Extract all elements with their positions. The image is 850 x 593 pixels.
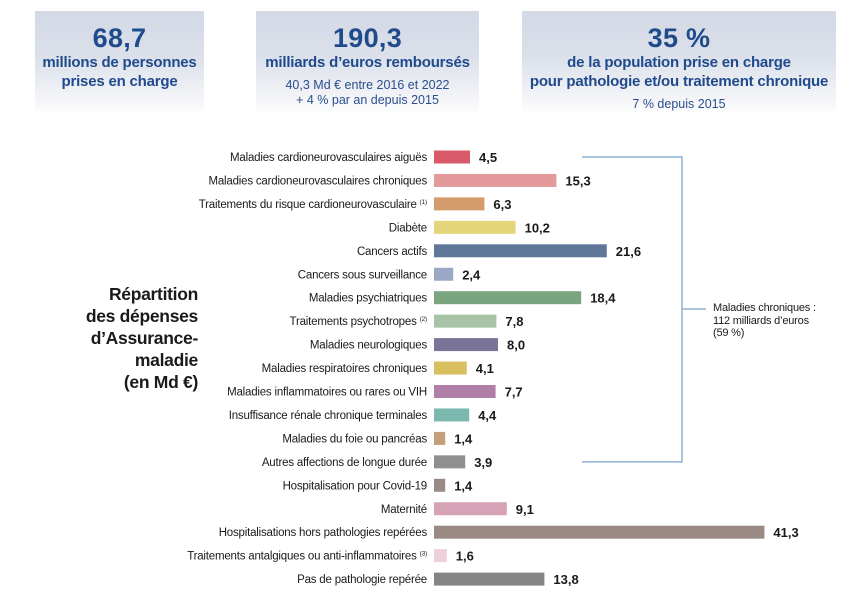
chronic-diseases-annotation: Maladies chroniques : 112 milliards d’eu… bbox=[713, 302, 843, 340]
kpi-label-line2: pour pathologie et/ou traitement chroniq… bbox=[529, 73, 829, 90]
bar-value-label: 2,4 bbox=[462, 267, 481, 282]
kpi-label-line1: millions de personnes bbox=[42, 54, 197, 71]
bar bbox=[434, 455, 466, 469]
bar-value-label: 7,8 bbox=[505, 314, 523, 329]
bar bbox=[434, 478, 446, 492]
bar-value-label: 1,4 bbox=[454, 431, 473, 446]
category-label: Maladies neurologiques bbox=[310, 340, 428, 352]
category-label: Pas de pathologie repérée bbox=[297, 574, 427, 586]
bar-value-label: 9,1 bbox=[516, 502, 534, 517]
annotation-line2: 112 milliards d’euros bbox=[713, 314, 809, 327]
chronic-diseases-bracket bbox=[582, 156, 706, 463]
bar bbox=[434, 244, 607, 258]
bar bbox=[434, 572, 545, 586]
chart-title-line4: (en Md €) bbox=[123, 372, 198, 392]
bar-value-label: 1,6 bbox=[456, 549, 474, 564]
bar-value-label: 15,3 bbox=[565, 173, 590, 188]
bar-value-label: 4,5 bbox=[479, 150, 497, 165]
bar bbox=[434, 502, 507, 516]
kpi-card-beneficiaries: 68,7 millions de personnes prises en cha… bbox=[35, 11, 204, 115]
kpi-value: 35 % bbox=[647, 23, 711, 53]
category-label: Maladies inflammatoires ou rares ou VIH bbox=[227, 387, 427, 399]
bar bbox=[434, 338, 498, 352]
chart-title-line1: Répartition bbox=[108, 284, 198, 304]
category-label: Hospitalisation pour Covid-19 bbox=[283, 480, 427, 492]
kpi-value: 68,7 bbox=[92, 23, 147, 53]
category-label: Traitements du risque cardioneurovascula… bbox=[199, 199, 427, 211]
bar bbox=[434, 361, 467, 375]
kpi-note-line1: 7 % depuis 2015 bbox=[632, 97, 726, 111]
bar bbox=[434, 385, 496, 398]
chart-title-line3: d’Assurance-maladie bbox=[90, 328, 199, 370]
bar-value-label: 4,4 bbox=[478, 408, 497, 423]
kpi-label-line1: milliards d’euros remboursés bbox=[265, 54, 470, 71]
bar bbox=[434, 267, 454, 281]
bar-value-label: 3,9 bbox=[474, 455, 492, 470]
annotation-line3: (59 %) bbox=[713, 327, 745, 339]
bar bbox=[434, 291, 582, 305]
chart-title: Répartition des dépenses d’Assurance-mal… bbox=[40, 283, 198, 393]
bar bbox=[434, 314, 497, 328]
kpi-card-chronic-population: 35 % de la population prise en charge po… bbox=[522, 11, 836, 115]
kpi-label-line1: de la population prise en charge bbox=[567, 54, 791, 71]
kpi-value: 190,3 bbox=[332, 23, 403, 53]
bar bbox=[434, 173, 557, 187]
category-label: Maladies respiratoires chroniques bbox=[262, 363, 428, 375]
kpi-label-line2: prises en charge bbox=[61, 73, 178, 90]
bar-value-label: 6,3 bbox=[493, 197, 511, 212]
bar-value-label: 4,1 bbox=[476, 361, 494, 376]
category-label: Maladies cardioneurovasculaires aiguës bbox=[230, 152, 427, 164]
category-label: Maladies cardioneurovasculaires chroniqu… bbox=[208, 175, 427, 187]
category-label: Traitements antalgiques ou anti-inflamma… bbox=[187, 551, 427, 563]
category-label: Diabète bbox=[389, 222, 427, 234]
annotation-line1: Maladies chroniques : bbox=[713, 302, 816, 314]
kpi-card-reimbursements: 190,3 milliards d’euros remboursés 40,3 … bbox=[256, 11, 479, 115]
bar-value-label: 10,2 bbox=[525, 220, 550, 235]
kpi-note-line2: + 4 % par an depuis 2015 bbox=[296, 93, 439, 107]
category-label: Autres affections de longue durée bbox=[262, 457, 427, 469]
bar bbox=[434, 150, 470, 164]
kpi-note-line1: 40,3 Md € entre 2016 et 2022 bbox=[285, 78, 450, 92]
bar bbox=[434, 549, 447, 563]
bar bbox=[434, 197, 485, 211]
category-label: Maternité bbox=[381, 504, 427, 516]
chart-title-line2: des dépenses bbox=[85, 306, 198, 326]
category-label: Maladies psychiatriques bbox=[309, 293, 428, 305]
bar-value-label: 1,4 bbox=[454, 478, 473, 493]
category-label: Insuffisance rénale chronique terminales bbox=[229, 410, 428, 422]
bar-value-label: 41,3 bbox=[773, 525, 798, 540]
bar bbox=[434, 525, 765, 539]
bar-value-label: 7,7 bbox=[505, 385, 523, 400]
bar-value-label: 13,8 bbox=[553, 572, 578, 587]
category-label: Hospitalisations hors pathologies repéré… bbox=[219, 527, 428, 539]
bar-value-label: 21,6 bbox=[616, 244, 641, 259]
bar bbox=[434, 220, 516, 234]
bar-group: Maladies cardioneurovasculaires aiguës 4,… bbox=[187, 150, 799, 587]
bar bbox=[434, 431, 446, 445]
bar-value-label: 18,4 bbox=[590, 291, 616, 306]
category-label: Cancers sous surveillance bbox=[298, 269, 427, 281]
category-label: Traitements psychotropes (2) bbox=[290, 316, 427, 328]
bar-value-label: 8,0 bbox=[507, 338, 525, 353]
bar bbox=[434, 408, 470, 422]
category-label: Cancers actifs bbox=[357, 246, 428, 258]
category-label: Maladies du foie ou pancréas bbox=[282, 433, 427, 445]
